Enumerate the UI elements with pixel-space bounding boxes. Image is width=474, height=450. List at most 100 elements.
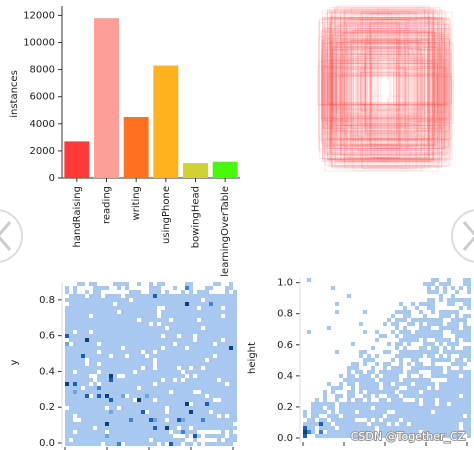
density-cell — [355, 434, 359, 438]
density-cell — [427, 406, 431, 410]
density-cell — [395, 346, 399, 350]
density-cell — [65, 418, 69, 422]
density-cell — [149, 282, 153, 286]
density-cell — [229, 402, 233, 406]
density-cell — [399, 330, 403, 334]
density-cell — [185, 306, 189, 310]
density-cell — [189, 442, 193, 446]
prev-chevron[interactable] — [0, 221, 12, 251]
density-cell — [173, 382, 177, 386]
density-cell — [209, 294, 213, 298]
bar — [183, 163, 208, 178]
density-cell — [467, 306, 471, 310]
density-cell — [363, 378, 367, 382]
density-cell — [229, 434, 233, 438]
density-cell — [77, 366, 81, 370]
density-cell — [89, 418, 93, 422]
density-cell — [77, 334, 81, 338]
density-cell — [109, 318, 113, 322]
density-cell — [221, 298, 225, 302]
density-cell — [181, 406, 185, 410]
density-cell — [383, 402, 387, 406]
density-cell — [101, 358, 105, 362]
density-cell — [427, 330, 431, 334]
density-cell — [407, 378, 411, 382]
density-cell — [193, 430, 197, 434]
density-cell — [121, 326, 125, 330]
density-cell — [161, 362, 165, 366]
density-cell — [77, 426, 81, 430]
density-cell — [359, 370, 363, 374]
density-cell — [435, 430, 439, 434]
density-cell — [109, 326, 113, 330]
density-cell — [121, 350, 125, 354]
next-circle[interactable] — [451, 209, 474, 263]
density-cell — [439, 394, 443, 398]
density-cell — [157, 338, 161, 342]
density-cell — [391, 374, 395, 378]
density-cell — [117, 318, 121, 322]
density-cell — [157, 362, 161, 366]
density-cell — [85, 410, 89, 414]
density-cell — [323, 390, 327, 394]
density-cell — [451, 330, 455, 334]
density-cell — [209, 338, 213, 342]
density-cell — [89, 366, 93, 370]
prev-button[interactable] — [0, 209, 23, 263]
density-cell — [459, 382, 463, 386]
next-chevron[interactable] — [462, 221, 474, 251]
density-cell — [439, 390, 443, 394]
density-cell — [181, 410, 185, 414]
density-cell — [77, 282, 81, 286]
box-outline — [363, 57, 405, 110]
density-cell — [149, 430, 153, 434]
density-cell — [73, 402, 77, 406]
density-cell — [403, 406, 407, 410]
density-cell — [431, 350, 435, 354]
density-cell — [233, 362, 237, 366]
density-cell — [133, 438, 137, 442]
prev-circle[interactable] — [0, 209, 23, 263]
density-cell — [399, 402, 403, 406]
density-cell — [169, 362, 173, 366]
density-cell — [189, 394, 193, 398]
density-cell — [137, 366, 141, 370]
box-outline — [350, 31, 428, 154]
density-cell — [93, 326, 97, 330]
density-cell — [169, 310, 173, 314]
density-cell — [117, 422, 121, 426]
density-cell — [439, 354, 443, 358]
density-cell — [427, 290, 431, 294]
density-cell — [101, 430, 105, 434]
density-cell — [383, 426, 387, 430]
density-cell — [101, 370, 105, 374]
density-cell — [181, 342, 185, 346]
density-cell — [391, 394, 395, 398]
density-cell — [161, 394, 165, 398]
density-cell — [121, 414, 125, 418]
y-tick-label: 0.0 — [39, 438, 55, 449]
density-cell — [161, 322, 165, 326]
density-cell — [463, 382, 467, 386]
density-cell — [73, 382, 77, 386]
density-cell — [451, 414, 455, 418]
density-cell — [455, 314, 459, 318]
density-cell — [221, 442, 225, 446]
density-cell — [125, 430, 129, 434]
density-cell — [427, 410, 431, 414]
density-cell — [105, 286, 109, 290]
density-cell — [363, 310, 367, 314]
density-cell — [225, 306, 229, 310]
next-button[interactable] — [451, 209, 474, 263]
box-outline — [320, 49, 452, 120]
density-cell — [225, 350, 229, 354]
density-cell — [73, 338, 77, 342]
density-cell — [213, 426, 217, 430]
density-cell — [85, 414, 89, 418]
density-cell — [467, 390, 471, 394]
density-cell — [439, 322, 443, 326]
density-cell — [101, 410, 105, 414]
density-cell — [153, 298, 157, 302]
density-cell — [81, 370, 85, 374]
density-cell — [177, 314, 181, 318]
